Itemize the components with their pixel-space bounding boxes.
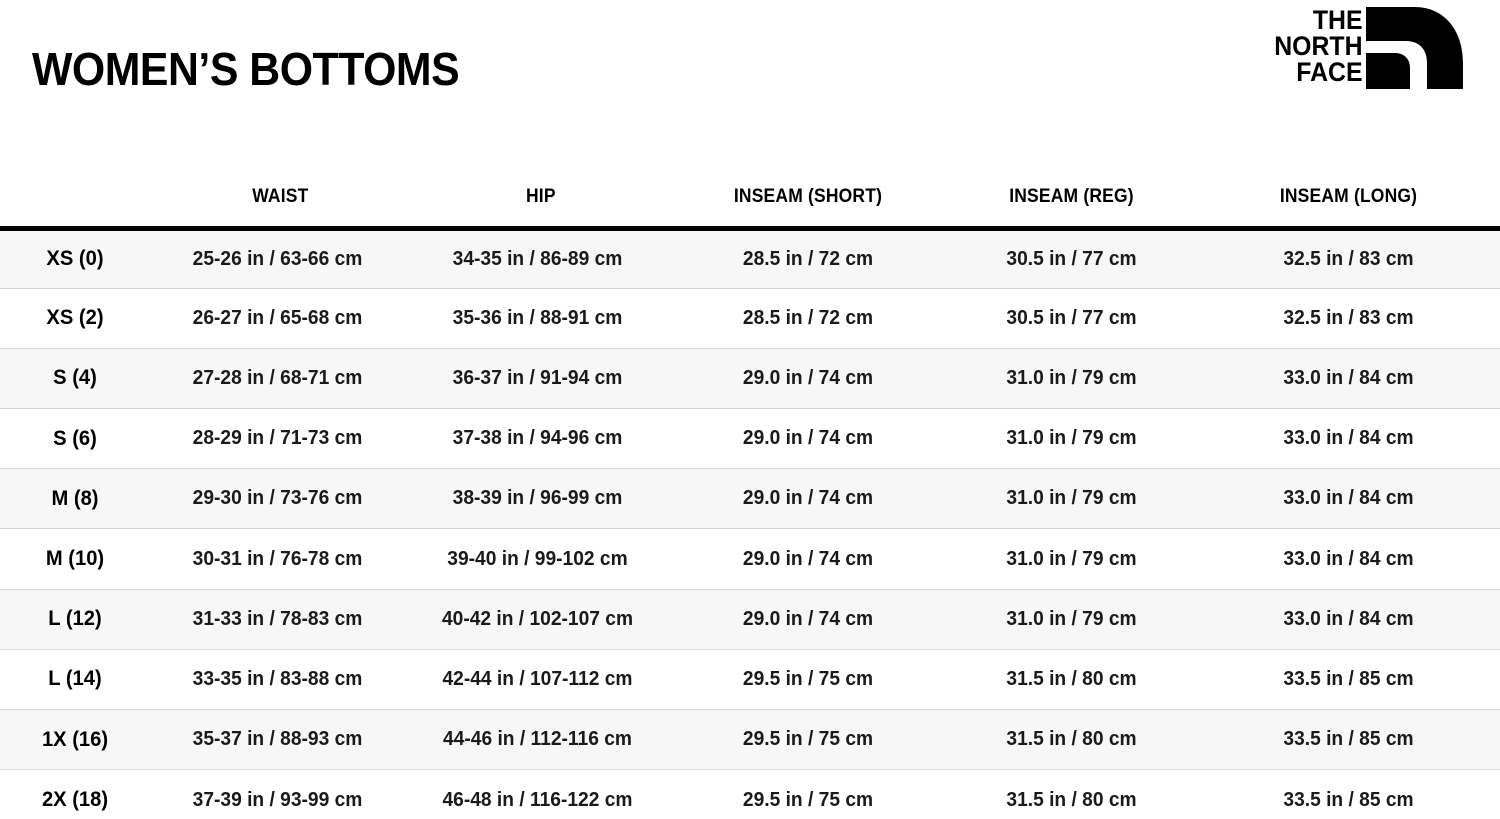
cell-inseam-long: 33.5 in / 85 cm	[1283, 788, 1414, 811]
cell-hip: 44-46 in / 112-116 cm	[443, 728, 632, 751]
header-row: WAIST HIP INSEAM (SHORT) INSEAM (REG) IN…	[0, 168, 1500, 228]
logo-text-face: FACE	[1296, 58, 1362, 87]
cell-inseam-short: 28.5 in / 72 cm	[742, 306, 874, 329]
table-header: WAIST HIP INSEAM (SHORT) INSEAM (REG) IN…	[0, 168, 1500, 228]
logo-text-north: NORTH	[1274, 32, 1362, 61]
table-row: M (10) 30-31 in / 76-78 cm 39-40 in / 99…	[0, 528, 1500, 589]
column-header-hip: HIP	[526, 185, 556, 207]
table-row: M (8) 29-30 in / 73-76 cm 38-39 in / 96-…	[0, 468, 1500, 529]
cell-waist: 35-37 in / 88-93 cm	[192, 728, 363, 751]
table-row: S (4) 27-28 in / 68-71 cm 36-37 in / 91-…	[0, 348, 1500, 409]
cell-inseam-reg: 31.0 in / 79 cm	[1006, 547, 1137, 570]
cell-inseam-long: 33.0 in / 84 cm	[1283, 366, 1414, 389]
column-header-waist: WAIST	[252, 185, 309, 207]
cell-inseam-short: 29.5 in / 75 cm	[742, 788, 874, 811]
cell-inseam-reg: 30.5 in / 77 cm	[1006, 306, 1137, 329]
cell-waist: 28-29 in / 71-73 cm	[192, 427, 363, 450]
cell-size: 1X (16)	[41, 727, 109, 751]
table-row: 2X (18) 37-39 in / 93-99 cm 46-48 in / 1…	[0, 769, 1500, 819]
cell-inseam-reg: 31.0 in / 79 cm	[1006, 607, 1137, 630]
cell-inseam-reg: 31.5 in / 80 cm	[1006, 788, 1137, 811]
cell-inseam-short: 29.0 in / 74 cm	[742, 607, 874, 630]
cell-hip: 37-38 in / 94-96 cm	[452, 427, 623, 450]
cell-size: S (6)	[53, 426, 97, 450]
cell-inseam-short: 29.5 in / 75 cm	[742, 667, 874, 690]
cell-size: 2X (18)	[41, 788, 109, 812]
table-row: S (6) 28-29 in / 71-73 cm 37-38 in / 94-…	[0, 408, 1500, 469]
cell-inseam-long: 33.0 in / 84 cm	[1283, 607, 1414, 630]
column-header-size	[6, 168, 144, 228]
logo-text-the: THE	[1313, 6, 1363, 35]
cell-size: XS (2)	[46, 306, 104, 330]
table-body: XS (0) 25-26 in / 63-66 cm 34-35 in / 86…	[0, 228, 1500, 819]
cell-inseam-long: 32.5 in / 83 cm	[1283, 247, 1414, 270]
cell-inseam-reg: 31.5 in / 80 cm	[1006, 667, 1137, 690]
cell-inseam-reg: 31.0 in / 79 cm	[1006, 427, 1137, 450]
cell-inseam-long: 33.0 in / 84 cm	[1283, 487, 1414, 510]
cell-hip: 46-48 in / 116-122 cm	[442, 788, 633, 811]
page-title: WOMEN’S BOTTOMS	[32, 43, 460, 95]
cell-inseam-short: 28.5 in / 72 cm	[742, 247, 874, 270]
cell-waist: 26-27 in / 65-68 cm	[192, 306, 363, 329]
cell-size: XS (0)	[46, 247, 104, 271]
cell-hip: 42-44 in / 107-112 cm	[442, 667, 633, 690]
cell-inseam-long: 33.0 in / 84 cm	[1283, 547, 1414, 570]
table-row: XS (0) 25-26 in / 63-66 cm 34-35 in / 86…	[0, 228, 1500, 289]
cell-hip: 34-35 in / 86-89 cm	[452, 247, 623, 270]
cell-inseam-reg: 31.5 in / 80 cm	[1006, 728, 1137, 751]
the-north-face-logo: THE NORTH FACE	[1265, 5, 1465, 105]
cell-hip: 40-42 in / 102-107 cm	[441, 607, 634, 630]
column-header-inseam-short: INSEAM (SHORT)	[733, 185, 883, 207]
column-header-inseam-reg: INSEAM (REG)	[1009, 185, 1134, 207]
cell-inseam-short: 29.0 in / 74 cm	[742, 366, 874, 389]
cell-inseam-short: 29.0 in / 74 cm	[742, 547, 874, 570]
cell-inseam-short: 29.5 in / 75 cm	[742, 728, 874, 751]
cell-waist: 30-31 in / 76-78 cm	[192, 547, 363, 570]
cell-waist: 29-30 in / 73-76 cm	[192, 487, 363, 510]
cell-waist: 31-33 in / 78-83 cm	[192, 607, 363, 630]
cell-size: M (10)	[45, 547, 105, 571]
cell-waist: 25-26 in / 63-66 cm	[192, 247, 363, 270]
size-chart-table: WAIST HIP INSEAM (SHORT) INSEAM (REG) IN…	[0, 168, 1500, 819]
cell-waist: 37-39 in / 93-99 cm	[192, 788, 363, 811]
cell-inseam-reg: 31.0 in / 79 cm	[1006, 366, 1137, 389]
cell-inseam-reg: 31.0 in / 79 cm	[1006, 487, 1137, 510]
table-row: 1X (16) 35-37 in / 88-93 cm 44-46 in / 1…	[0, 709, 1500, 770]
table-row: L (12) 31-33 in / 78-83 cm 40-42 in / 10…	[0, 589, 1500, 650]
cell-waist: 33-35 in / 83-88 cm	[192, 667, 363, 690]
cell-inseam-short: 29.0 in / 74 cm	[742, 487, 874, 510]
cell-size: L (12)	[48, 607, 102, 631]
cell-size: M (8)	[51, 486, 99, 510]
cell-hip: 36-37 in / 91-94 cm	[452, 366, 623, 389]
cell-inseam-long: 32.5 in / 83 cm	[1283, 306, 1414, 329]
cell-inseam-long: 33.5 in / 85 cm	[1283, 728, 1414, 751]
cell-hip: 39-40 in / 99-102 cm	[447, 547, 628, 570]
table-row: L (14) 33-35 in / 83-88 cm 42-44 in / 10…	[0, 649, 1500, 709]
cell-hip: 38-39 in / 96-99 cm	[452, 487, 623, 510]
cell-size: S (4)	[53, 366, 97, 390]
cell-waist: 27-28 in / 68-71 cm	[192, 366, 363, 389]
cell-inseam-reg: 30.5 in / 77 cm	[1006, 247, 1137, 270]
cell-hip: 35-36 in / 88-91 cm	[452, 306, 623, 329]
table-row: XS (2) 26-27 in / 65-68 cm 35-36 in / 88…	[0, 288, 1500, 348]
cell-inseam-long: 33.0 in / 84 cm	[1283, 427, 1414, 450]
cell-size: L (14)	[48, 667, 102, 691]
cell-inseam-long: 33.5 in / 85 cm	[1283, 667, 1414, 690]
cell-inseam-short: 29.0 in / 74 cm	[742, 427, 874, 450]
column-header-inseam-long: INSEAM (LONG)	[1279, 185, 1418, 207]
